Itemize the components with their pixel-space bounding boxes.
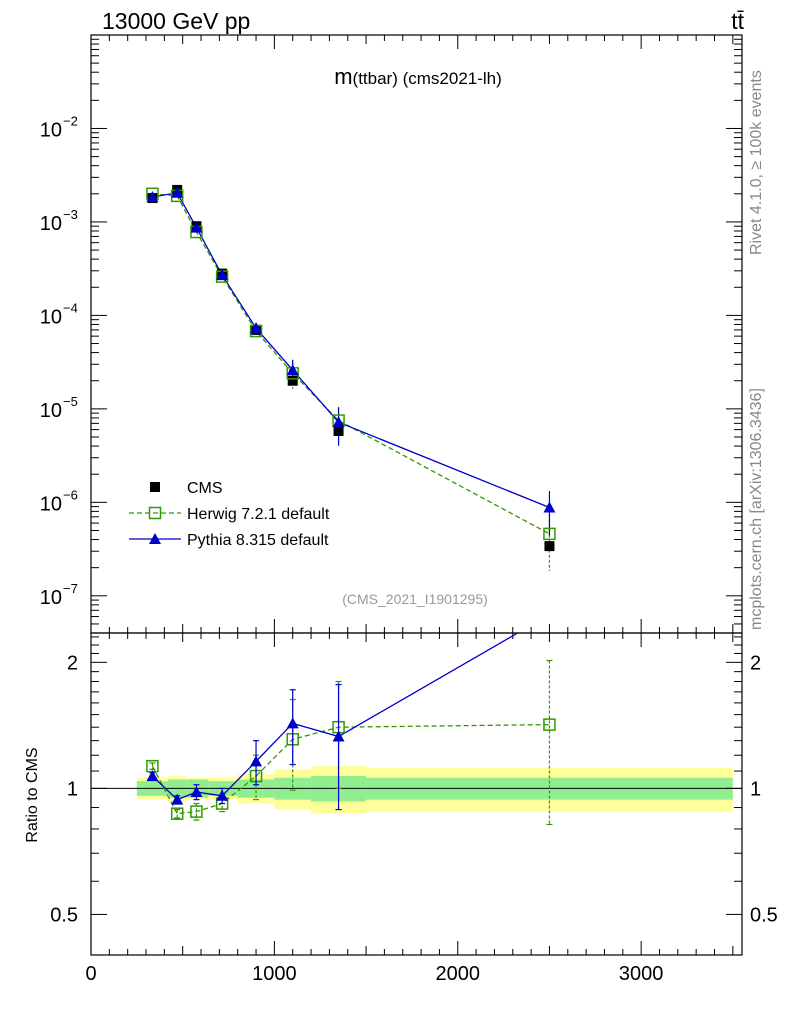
pythia-ratio-point: [286, 717, 299, 729]
herwig-point: [543, 527, 556, 541]
y-tick-exponent: −5: [63, 394, 78, 409]
pythia-point: [286, 364, 299, 376]
y-tick-label: 10: [40, 306, 62, 328]
pythia-point: [250, 322, 263, 334]
pythia-ratio-point: [171, 793, 184, 805]
process-label: tt̄: [731, 8, 744, 34]
pythia-ratio-line: [151, 633, 519, 801]
y-tick-exponent: −4: [63, 300, 78, 315]
y-tick-exponent: −3: [63, 207, 78, 222]
y-tick-label: 10: [40, 587, 62, 609]
ratio-tick-label-left: 1: [67, 778, 78, 800]
x-tick-label: 1000: [252, 963, 297, 985]
ratio-tick-label-right: 2: [750, 652, 761, 674]
ratio-tick-label-right: 0.5: [750, 904, 778, 926]
legend-pythia-marker: [149, 533, 161, 544]
x-tick-label: 3000: [619, 963, 664, 985]
pythia-point: [190, 221, 203, 233]
pythia-ratio-point: [332, 730, 345, 742]
y-tick-exponent: −6: [63, 487, 78, 502]
ratio-tick-label-right: 1: [750, 778, 761, 800]
energy-label: 13000 GeV pp: [102, 8, 250, 34]
ratio-tick-label-left: 0.5: [50, 904, 78, 926]
ratio-tick-label-left: 2: [67, 652, 78, 674]
chart-title-main: m: [334, 64, 352, 89]
pythia-ratio-point: [190, 786, 203, 798]
herwig-ratio-line: [151, 723, 550, 815]
legend-herwig-marker: [148, 506, 162, 520]
mcplots-label: mcplots.cern.ch [arXiv:1306.3436]: [748, 388, 765, 630]
y-tick-label: 10: [40, 213, 62, 235]
legend-label: Herwig 7.2.1 default: [187, 506, 330, 523]
cms-uncertainty-band: [136, 766, 733, 814]
ratio-clipped-group: [146, 633, 556, 826]
legend-label: Pythia 8.315 default: [187, 532, 329, 549]
pythia-point: [543, 501, 556, 513]
y-tick-exponent: −2: [63, 113, 78, 128]
main-panel-data: [146, 184, 556, 572]
pythia-ratio-point: [250, 755, 263, 767]
cms-point: [544, 541, 555, 552]
y-tick-label: 10: [40, 119, 62, 141]
chart-title-rest: (ttbar) (cms2021-lh): [353, 69, 502, 88]
legend: CMS Herwig 7.2.1 default Pythia 8.315 defa…: [129, 480, 330, 549]
y-tick-label: 10: [40, 400, 62, 422]
pythia-line: [152, 192, 550, 509]
legend-cms-marker: [150, 482, 160, 492]
analysis-tag: (CMS_2021_I1901295): [342, 591, 488, 607]
herwig-ratio-point: [543, 718, 556, 731]
pythia-point: [146, 190, 159, 202]
y-tick-exponent: −7: [63, 581, 78, 596]
ratio-panel-data: [146, 633, 556, 826]
x-tick-label: 0: [85, 963, 96, 985]
ratio-ylabel: Ratio to CMS: [24, 747, 41, 842]
pythia-ratio-point: [216, 789, 229, 801]
ratio-frame: [90, 632, 743, 956]
pythia-point: [332, 416, 345, 428]
legend-label: CMS: [187, 480, 223, 497]
chart-title: m(ttbar) (cms2021-lh): [334, 64, 502, 89]
pythia-ratio-point: [146, 770, 159, 782]
pythia-point: [216, 269, 229, 281]
pythia-point: [171, 186, 184, 198]
x-tick-label: 2000: [436, 963, 481, 985]
cms-point: [333, 425, 344, 436]
y-tick-label: 10: [40, 493, 62, 515]
cms-point: [287, 375, 298, 386]
herwig-ratio-point: [170, 807, 184, 820]
rivet-label: Rivet 4.1.0, ≥ 100k events: [748, 70, 765, 255]
herwig-ratio-point: [190, 805, 203, 818]
